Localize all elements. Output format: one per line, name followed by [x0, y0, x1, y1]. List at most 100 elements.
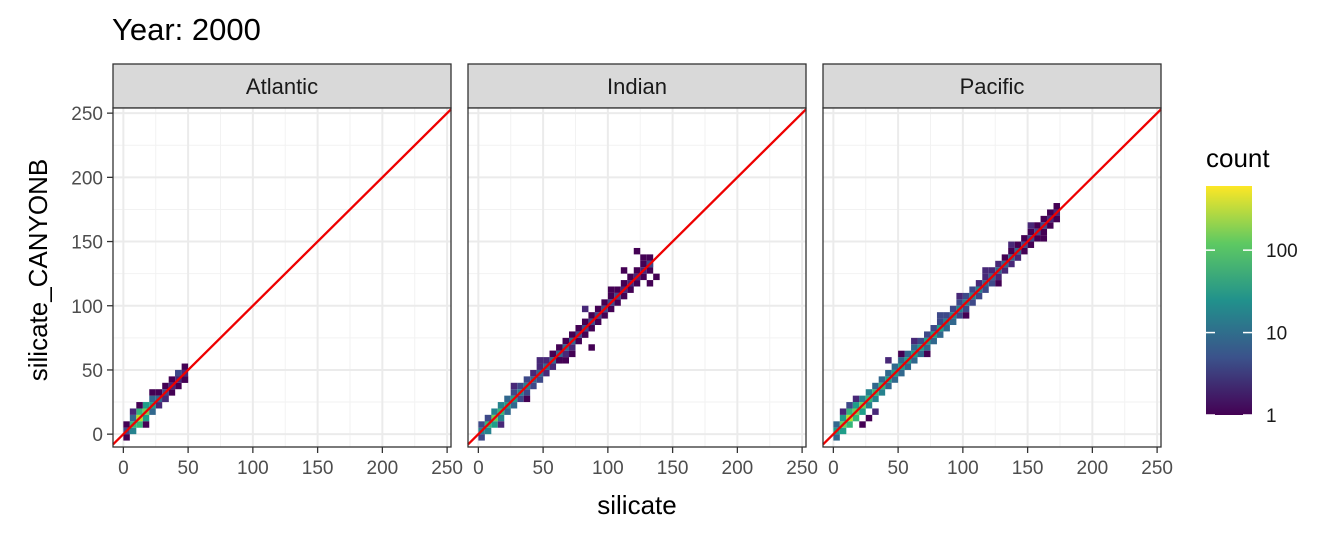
bin-tile	[620, 267, 628, 274]
bin-tile	[530, 369, 537, 377]
bin-tile	[1040, 235, 1048, 242]
bin-tile	[142, 414, 150, 422]
bin-tile	[1040, 228, 1048, 236]
bin-tile	[168, 389, 176, 396]
bin-tile	[898, 350, 905, 358]
bin-tile	[988, 280, 996, 287]
bin-tile	[136, 408, 143, 415]
bin-tile	[1034, 222, 1041, 229]
bin-tile	[865, 389, 873, 396]
bin-tile	[123, 421, 130, 428]
bin-tile	[949, 305, 957, 313]
bin-tile	[995, 260, 1002, 268]
bin-tile	[569, 331, 576, 338]
bin-tile	[1047, 222, 1054, 229]
bin-tile	[536, 357, 544, 364]
bin-tile	[633, 280, 641, 287]
reference-line	[112, 108, 452, 446]
bin-tile	[484, 427, 492, 435]
bin-tile	[885, 369, 892, 377]
bin-tile	[839, 414, 847, 422]
bin-tile	[885, 357, 892, 364]
facet-strip-label: Atlantic	[246, 74, 318, 99]
x-tick-label: 200	[367, 458, 399, 479]
bin-tile	[1027, 241, 1035, 248]
bin-tile	[904, 363, 912, 370]
bin-tile	[523, 389, 531, 396]
bin-tile	[898, 357, 905, 364]
bin-tile	[924, 344, 931, 351]
facet-strip	[112, 63, 452, 109]
bin-tile	[936, 312, 944, 319]
bin-tile	[640, 254, 647, 261]
bin-tile	[833, 434, 840, 441]
bin-tile	[181, 376, 189, 383]
reference-line	[822, 108, 1162, 446]
bin-tile	[523, 395, 531, 403]
x-tick-label: 0	[828, 458, 839, 479]
y-tick-label: 50	[82, 361, 103, 382]
bin-tile	[162, 395, 169, 403]
bin-tile	[930, 337, 937, 345]
bin-tile	[936, 331, 944, 338]
bin-tile	[478, 421, 485, 428]
legend-colorbar	[1206, 186, 1252, 415]
bin-tile	[562, 357, 570, 364]
bin-tile	[949, 318, 957, 326]
bin-tile	[878, 389, 886, 396]
bin-tile	[491, 421, 498, 428]
bin-tile	[872, 408, 879, 415]
bin-tile	[491, 408, 498, 415]
bin-tile	[517, 395, 524, 403]
bin-tile	[607, 286, 615, 293]
bin-tile	[911, 344, 918, 351]
bin-tile	[1008, 247, 1015, 255]
bin-tile	[917, 350, 925, 358]
bin-tile	[904, 350, 912, 358]
bin-tile	[614, 286, 621, 293]
chart-title: Year: 2000	[112, 12, 261, 47]
x-tick-label: 50	[178, 458, 199, 479]
bin-tile	[581, 331, 589, 338]
bin-tile	[1053, 203, 1060, 210]
bin-tile	[872, 382, 879, 390]
x-tick-label: 150	[302, 458, 334, 479]
bin-tile	[872, 395, 879, 403]
bin-tile	[543, 357, 550, 364]
bin-tile	[136, 402, 143, 409]
bin-tile	[594, 318, 602, 326]
bin-tile	[1027, 228, 1035, 236]
bin-tile	[646, 254, 654, 261]
panel-border	[112, 107, 452, 448]
bin-tile	[943, 312, 950, 319]
bin-tile	[962, 312, 970, 319]
x-axis-title: silicate	[597, 490, 676, 520]
bin-tile	[123, 434, 130, 441]
bin-tile	[943, 325, 950, 332]
bin-tile	[510, 382, 518, 390]
bin-tile	[581, 318, 589, 326]
bin-tile	[562, 350, 570, 358]
bin-tile	[969, 299, 976, 306]
bin-tile	[1001, 254, 1009, 261]
y-tick-label: 150	[71, 233, 103, 254]
bin-tile	[549, 350, 557, 358]
bin-tile	[1008, 260, 1015, 268]
bin-tile	[917, 337, 925, 345]
bin-tile	[162, 382, 169, 390]
x-tick-label: 200	[722, 458, 754, 479]
bin-tile	[155, 389, 163, 396]
bin-tile	[1021, 247, 1028, 255]
facet-strip-label: Indian	[607, 74, 667, 99]
bin-tile	[878, 376, 886, 383]
bin-tile	[1021, 235, 1028, 242]
bin-tile	[956, 292, 963, 300]
bin-tile	[627, 273, 634, 281]
bin-tile	[556, 357, 563, 364]
bin-tile	[497, 402, 505, 409]
bin-tile	[484, 414, 492, 422]
panel-border	[822, 107, 1162, 448]
bin-tile	[510, 402, 518, 409]
